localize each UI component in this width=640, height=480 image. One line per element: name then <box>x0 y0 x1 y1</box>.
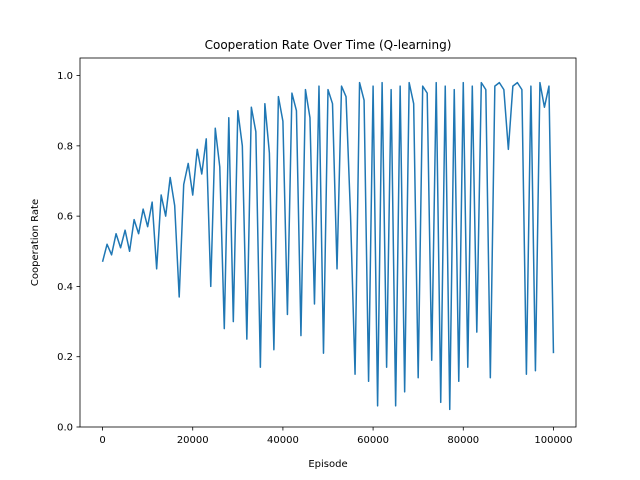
y-tick-label: 1.0 <box>57 71 73 82</box>
x-axis-ticks: 0 20000 40000 60000 80000 100000 <box>99 427 573 446</box>
y-tick-label: 0.0 <box>57 423 73 434</box>
y-tick-label: 0.6 <box>57 212 73 223</box>
y-tick-label: 0.4 <box>57 282 73 293</box>
x-tick-label: 60000 <box>357 435 389 446</box>
plot-series-group <box>101 81 555 411</box>
x-tick-label: 40000 <box>267 435 299 446</box>
x-tick-label: 80000 <box>447 435 479 446</box>
y-tick-label: 0.8 <box>57 141 73 152</box>
x-axis-label: Episode <box>308 459 347 470</box>
y-axis-ticks: 0.0 0.2 0.4 0.6 0.8 1.0 <box>57 71 80 434</box>
y-axis-label: Cooperation Rate <box>30 199 41 286</box>
x-tick-label: 0 <box>99 435 105 446</box>
chart-title: Cooperation Rate Over Time (Q-learning) <box>205 38 452 52</box>
x-tick-label: 100000 <box>534 435 572 446</box>
x-tick-label: 20000 <box>177 435 209 446</box>
plot-frame <box>79 57 577 428</box>
y-tick-label: 0.2 <box>57 352 73 363</box>
